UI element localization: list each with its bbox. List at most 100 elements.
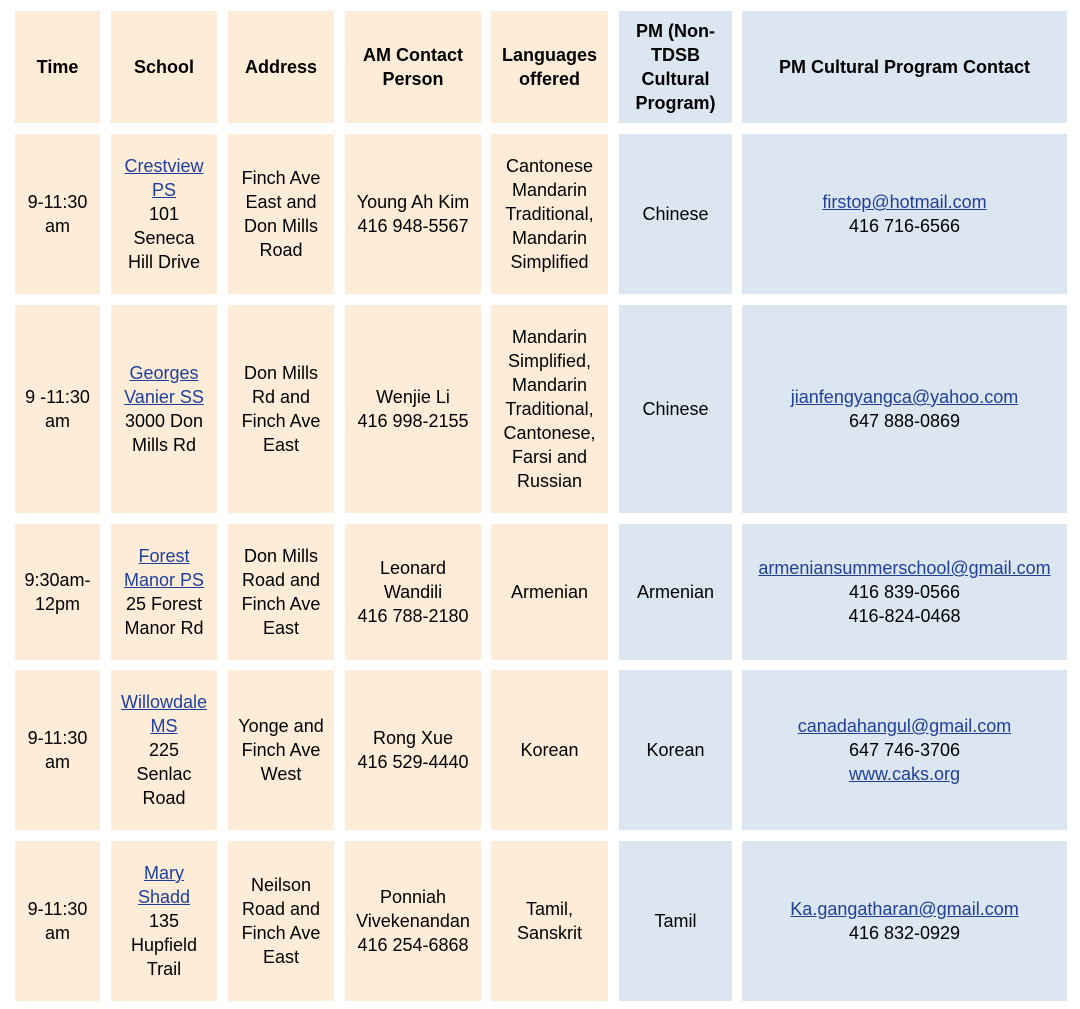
school-address-text: 25 Forest xyxy=(125,594,203,614)
languages-text: Mandarin xyxy=(511,327,588,347)
time-text: 9 -11:30 xyxy=(25,387,90,407)
address-text: Neilson xyxy=(250,875,312,895)
school-cell: Crestview PS 101 Seneca Hill Drive xyxy=(111,134,217,294)
time-text: am xyxy=(44,411,70,431)
am-contact-cell: Young Ah Kim 416 948-5567 xyxy=(345,134,481,294)
header-label: offered xyxy=(518,69,580,89)
header-label: Person xyxy=(382,69,444,89)
address-text: Yonge and xyxy=(238,716,324,736)
time-text: 9-11:30 xyxy=(27,728,88,748)
email-link[interactable]: jianfengyangca@yahoo.com xyxy=(790,387,1019,407)
pm-program-text: Chinese xyxy=(642,399,709,419)
languages-cell: Mandarin Simplified, Mandarin Traditional, C… xyxy=(491,305,608,513)
address-text: West xyxy=(260,764,302,784)
school-link[interactable]: Manor PS xyxy=(123,570,205,590)
header-label: Program) xyxy=(635,93,716,113)
header-label: Time xyxy=(36,57,79,77)
address-text: Finch Ave xyxy=(241,168,321,188)
school-link[interactable]: Crestview xyxy=(124,156,204,176)
address-text: Don Mills xyxy=(243,363,318,383)
school-address-text: Hill Drive xyxy=(128,252,200,272)
school-cell: Willowdale MS 225 Senlac Road xyxy=(111,670,217,830)
email-link[interactable]: firstop@hotmail.com xyxy=(822,192,987,212)
website-link[interactable]: www.caks.org xyxy=(848,764,961,784)
school-link[interactable]: PS xyxy=(151,180,176,200)
time-text: 9-11:30 xyxy=(27,899,88,919)
pm-contact-cell: Ka.gangatharan@gmail.com 416 832-0929 xyxy=(742,841,1067,1001)
phone-text: 647 746-3706 xyxy=(848,740,961,760)
am-contact-text: Young Ah Kim xyxy=(356,192,470,212)
languages-text: Simplified, xyxy=(507,351,592,371)
phone-text: 416 716-6566 xyxy=(848,216,961,236)
am-contact-text: 416 998-2155 xyxy=(357,411,469,431)
am-contact-text: 416 788-2180 xyxy=(357,606,469,626)
address-text: Road xyxy=(259,240,303,260)
languages-text: Sanskrit xyxy=(516,923,583,943)
am-contact-text: Rong Xue xyxy=(372,728,454,748)
pm-program-cell: Chinese xyxy=(619,134,732,294)
address-cell: Finch Ave East and Don Mills Road xyxy=(228,134,334,294)
school-address-text: Hupfield xyxy=(130,935,198,955)
phone-text: 416-824-0468 xyxy=(848,606,961,626)
languages-text: Traditional, xyxy=(505,204,594,224)
time-text: 12pm xyxy=(34,594,81,614)
school-address-text: Senlac xyxy=(136,764,192,784)
time-text: am xyxy=(44,216,70,236)
phone-text: 416 832-0929 xyxy=(848,923,961,943)
header-label: PM (Non- xyxy=(636,21,715,41)
school-link[interactable]: Willowdale xyxy=(120,692,208,712)
time-text: 9:30am- xyxy=(24,570,91,590)
email-link[interactable]: canadahangul@gmail.com xyxy=(797,716,1012,736)
pm-program-cell: Chinese xyxy=(619,305,732,513)
school-link[interactable]: MS xyxy=(150,716,178,736)
am-contact-text: Wenjie Li xyxy=(376,387,450,407)
header-label: TDSB xyxy=(651,45,700,65)
time-cell: 9-11:30 am xyxy=(15,841,100,1001)
school-address-text: Road xyxy=(142,788,186,808)
am-contact-text: Wandili xyxy=(383,582,443,602)
header-address: Address xyxy=(228,11,334,123)
school-link[interactable]: Forest xyxy=(138,546,190,566)
header-pm-contact: PM Cultural Program Contact xyxy=(742,11,1067,123)
address-cell: Don Mills Road and Finch Ave East xyxy=(228,524,334,660)
languages-text: Cantonese xyxy=(505,156,594,176)
languages-cell: Cantonese Mandarin Traditional, Mandarin Sim… xyxy=(491,134,608,294)
school-cell: Forest Manor PS 25 Forest Manor Rd xyxy=(111,524,217,660)
languages-cell: Korean xyxy=(491,670,608,830)
address-text: Rd and xyxy=(251,387,311,407)
school-cell: Mary Shadd 135 Hupfield Trail xyxy=(111,841,217,1001)
school-link[interactable]: Vanier SS xyxy=(124,387,204,407)
time-cell: 9:30am- 12pm xyxy=(15,524,100,660)
header-label: Cultural xyxy=(641,69,710,89)
school-address-text: Mills Rd xyxy=(131,435,196,455)
school-address-text: 135 xyxy=(148,911,180,931)
address-text: East xyxy=(262,435,300,455)
pm-program-cell: Korean xyxy=(619,670,732,830)
school-address-text: 225 xyxy=(148,740,180,760)
am-contact-text: Leonard xyxy=(379,558,447,578)
address-text: East xyxy=(262,618,300,638)
school-address-text: Trail xyxy=(146,959,182,979)
pm-program-text: Korean xyxy=(646,740,705,760)
am-contact-cell: Leonard Wandili 416 788-2180 xyxy=(345,524,481,660)
address-text: Finch Ave xyxy=(241,923,321,943)
pm-contact-cell: jianfengyangca@yahoo.com 647 888-0869 xyxy=(742,305,1067,513)
pm-program-cell: Tamil xyxy=(619,841,732,1001)
languages-text: Simplified xyxy=(510,252,589,272)
time-text: am xyxy=(44,752,70,772)
languages-text: Traditional, xyxy=(505,399,594,419)
email-link[interactable]: armeniansummerschool@gmail.com xyxy=(758,558,1051,578)
am-contact-cell: Rong Xue 416 529-4440 xyxy=(345,670,481,830)
header-label: School xyxy=(133,57,194,77)
school-link[interactable]: Georges xyxy=(129,363,199,383)
address-text: Road and xyxy=(241,899,321,919)
languages-text: Farsi and xyxy=(511,447,588,467)
languages-text: Mandarin xyxy=(511,228,588,248)
email-link[interactable]: Ka.gangatharan@gmail.com xyxy=(790,899,1019,919)
school-link[interactable]: Mary xyxy=(144,863,184,883)
school-link[interactable]: Shadd xyxy=(137,887,191,907)
time-cell: 9 -11:30 am xyxy=(15,305,100,513)
time-cell: 9-11:30 am xyxy=(15,670,100,830)
am-contact-cell: Wenjie Li 416 998-2155 xyxy=(345,305,481,513)
address-cell: Neilson Road and Finch Ave East xyxy=(228,841,334,1001)
